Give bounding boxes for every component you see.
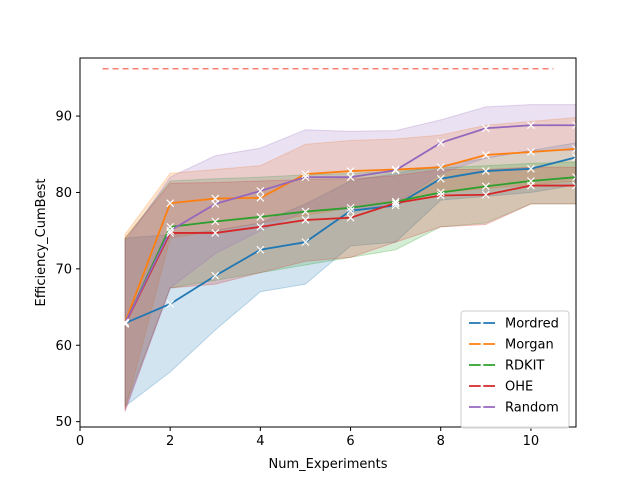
y-tick-label: 50	[55, 415, 72, 430]
legend-marker-rdkit	[478, 361, 486, 369]
data-point-random	[391, 166, 400, 175]
data-point-ohe	[166, 229, 175, 237]
legend-marker-mordred	[478, 319, 486, 327]
legend-label-morgan: Morgan	[505, 338, 554, 353]
data-point-ohe	[346, 213, 355, 222]
legend-marker-ohe	[478, 382, 486, 390]
data-point-random	[301, 173, 310, 182]
data-point-mordred	[256, 245, 265, 254]
data-point-mordred	[166, 300, 175, 308]
data-point-mordred	[436, 174, 445, 183]
data-point-rdkit	[436, 188, 445, 197]
y-axis-label: Efficiency_CumBest	[34, 179, 49, 307]
legend-label-random: Random	[505, 401, 559, 416]
data-point-ohe	[526, 181, 535, 190]
data-point-mordred	[301, 238, 310, 247]
x-tick-label: 2	[166, 434, 174, 449]
data-point-mordred	[211, 271, 220, 280]
y-tick-label: 60	[55, 339, 72, 354]
data-point-mordred	[526, 164, 535, 173]
data-point-morgan	[481, 151, 490, 159]
data-point-rdkit	[481, 182, 490, 191]
data-point-ohe	[481, 190, 490, 199]
legend-marker-random	[478, 403, 486, 411]
data-point-rdkit	[391, 197, 400, 206]
x-axis-label: Num_Experiments	[268, 457, 387, 472]
legend: Mordred Morgan RDKIT OHE Random	[460, 310, 570, 429]
axes: 0 2 4 6 8 10 50 60 70 80 90	[55, 57, 577, 449]
x-tick-label: 6	[346, 434, 354, 449]
data-point-morgan	[301, 170, 310, 179]
legend-box	[460, 310, 570, 429]
data-point-random	[526, 121, 535, 130]
data-point-rdkit	[211, 217, 220, 226]
y-tick-label: 80	[55, 186, 72, 201]
data-point-random	[166, 226, 175, 235]
y-tick-label: 70	[55, 262, 72, 277]
data-point-random	[121, 319, 130, 328]
data-point-morgan	[436, 163, 445, 172]
x-tick-label: 10	[523, 434, 540, 449]
data-point-random	[481, 124, 490, 133]
data-point-mordred	[481, 167, 490, 175]
x-tick-label: 8	[437, 434, 445, 449]
data-point-ohe	[436, 191, 445, 200]
data-point-random	[436, 138, 445, 147]
data-point-rdkit	[346, 203, 355, 212]
data-point-ohe	[391, 199, 400, 208]
plot-frame	[79, 57, 577, 428]
legend-label-mordred: Mordred	[505, 317, 559, 332]
data-point-ohe	[256, 222, 265, 231]
data-point-morgan	[526, 148, 535, 156]
data-point-morgan	[166, 199, 175, 208]
y-tick-label: 90	[55, 110, 72, 125]
data-point-random	[346, 173, 355, 182]
data-point-morgan	[346, 167, 355, 175]
x-tick-label: 4	[256, 434, 264, 449]
data-point-mordred	[346, 206, 355, 215]
data-point-ohe	[211, 229, 220, 237]
legend-label-rdkit: RDKIT	[505, 359, 544, 374]
data-point-random	[211, 199, 220, 208]
data-point-rdkit	[301, 207, 310, 216]
x-tick-label: 0	[76, 434, 84, 449]
data-point-rdkit	[256, 212, 265, 221]
legend-marker-morgan	[478, 340, 486, 348]
data-point-ohe	[301, 216, 310, 224]
data-point-morgan	[256, 193, 265, 202]
legend-label-ohe: OHE	[505, 380, 533, 395]
data-point-random	[256, 187, 265, 195]
